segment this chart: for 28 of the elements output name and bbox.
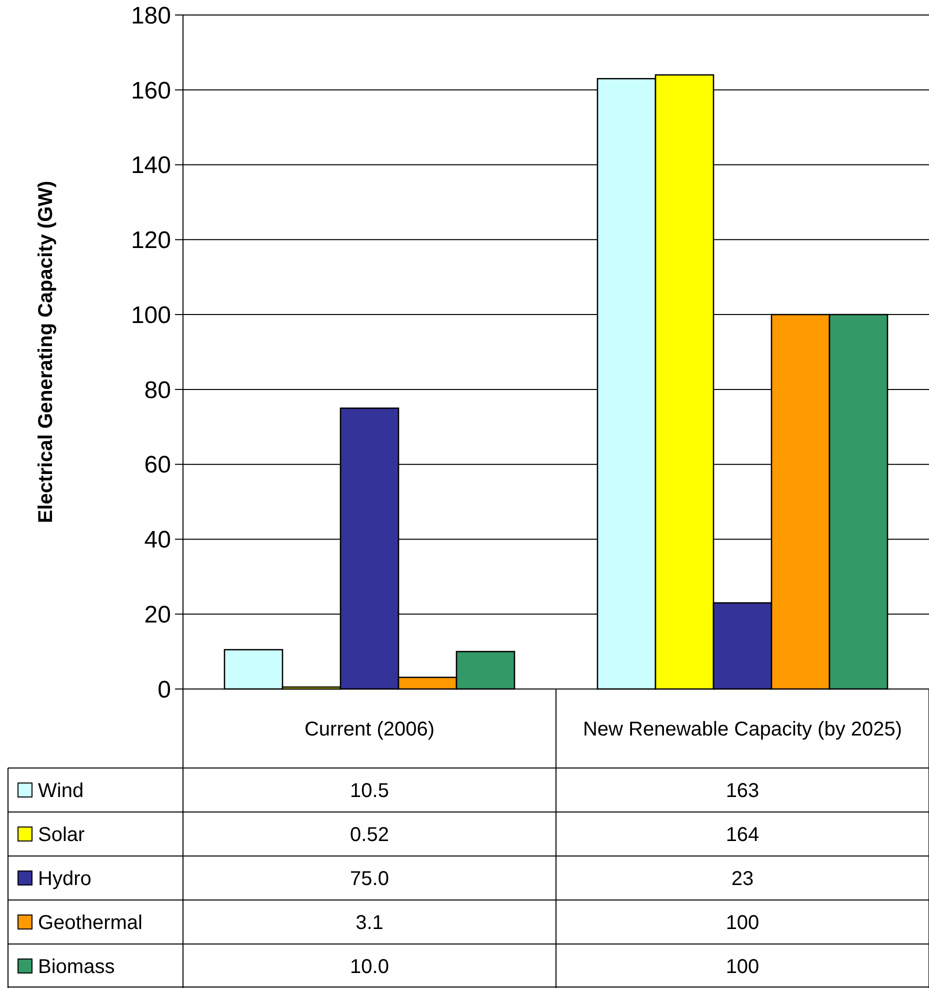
data-label: 100 xyxy=(726,912,760,934)
data-label: 10.0 xyxy=(350,956,389,978)
y-tick-label: 100 xyxy=(130,302,171,329)
y-tick-label: 80 xyxy=(144,376,171,404)
y-tick-label: 0 xyxy=(158,676,171,704)
legend-label: Hydro xyxy=(38,868,92,890)
x-tick-label: Current (2006) xyxy=(304,718,435,740)
data-label: 75.0 xyxy=(350,868,389,890)
y-tick-label: 120 xyxy=(130,227,171,254)
legend-label: Geothermal xyxy=(38,912,142,934)
x-tick-label: New Renewable Capacity (by 2025) xyxy=(582,718,902,740)
data-label: 100 xyxy=(726,956,760,978)
y-tick-label: 140 xyxy=(130,152,171,180)
y-tick-label: 20 xyxy=(144,602,171,629)
legend-label: Biomass xyxy=(38,956,115,978)
data-label: 10.5 xyxy=(350,780,389,802)
data-label: 23 xyxy=(731,868,754,890)
data-label: 0.52 xyxy=(350,824,389,846)
y-axis-title: Electrical Generating Capacity (GW) xyxy=(35,180,57,524)
data-label: 163 xyxy=(726,780,760,802)
y-tick-label: 40 xyxy=(144,526,171,554)
y-tick-label: 160 xyxy=(130,77,171,104)
y-tick-label: 60 xyxy=(144,452,171,479)
data-label: 3.1 xyxy=(356,912,384,934)
legend-label: Solar xyxy=(38,824,86,846)
y-tick-label: 180 xyxy=(130,2,171,30)
data-label: 164 xyxy=(726,824,760,846)
legend-label: Wind xyxy=(38,780,84,802)
